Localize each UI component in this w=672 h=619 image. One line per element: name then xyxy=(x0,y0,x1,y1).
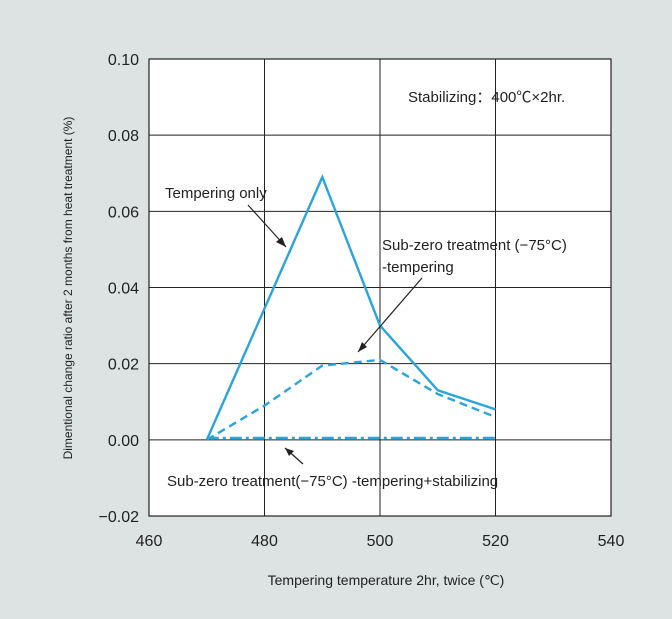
label-subzero-line1: Sub-zero treatment (−75°C) xyxy=(382,237,567,254)
label-subzero-line2: -tempering xyxy=(382,259,454,276)
x-axis-title: Tempering temperature 2hr, twice (℃) xyxy=(268,572,505,588)
stabilizing-note: Stabilizing：400℃×2hr. xyxy=(408,89,565,106)
arrowhead-tempering-only xyxy=(276,237,286,247)
grid xyxy=(149,59,611,516)
y-tick-label: 0.02 xyxy=(108,357,139,374)
y-tick-label: 0.04 xyxy=(108,281,139,298)
series-line-2 xyxy=(206,358,496,441)
x-tick-label: 460 xyxy=(136,533,163,550)
y-tick-labels: 0.10 0.08 0.06 0.04 0.02 0.00 −0.02 xyxy=(99,52,140,526)
y-tick-label: 0.06 xyxy=(108,204,139,221)
y-tick-label: 0.00 xyxy=(108,433,139,450)
series-lines xyxy=(205,173,496,441)
annotation-arrows xyxy=(247,204,423,465)
y-tick-label: −0.02 xyxy=(99,509,140,526)
label-subzero-stabilizing: Sub-zero treatment(−75°C) -tempering+sta… xyxy=(167,473,498,490)
y-axis-title: Dimentional change ratio after 2 months … xyxy=(61,117,75,460)
y-tick-label: 0.10 xyxy=(108,52,139,69)
x-tick-label: 500 xyxy=(367,533,394,550)
plot-frame xyxy=(148,58,612,517)
series-line-1 xyxy=(205,173,496,441)
y-tick-label: 0.08 xyxy=(108,128,139,145)
x-tick-label: 480 xyxy=(251,533,278,550)
label-tempering-only: Tempering only xyxy=(165,185,267,202)
x-tick-label: 540 xyxy=(598,533,625,550)
arrow-subzero xyxy=(357,277,423,353)
x-tick-labels: 460 480 500 520 540 xyxy=(136,533,625,550)
arrowhead-subzero-stab xyxy=(285,448,294,456)
x-tick-label: 520 xyxy=(482,533,509,550)
arrowhead-subzero xyxy=(358,342,367,352)
